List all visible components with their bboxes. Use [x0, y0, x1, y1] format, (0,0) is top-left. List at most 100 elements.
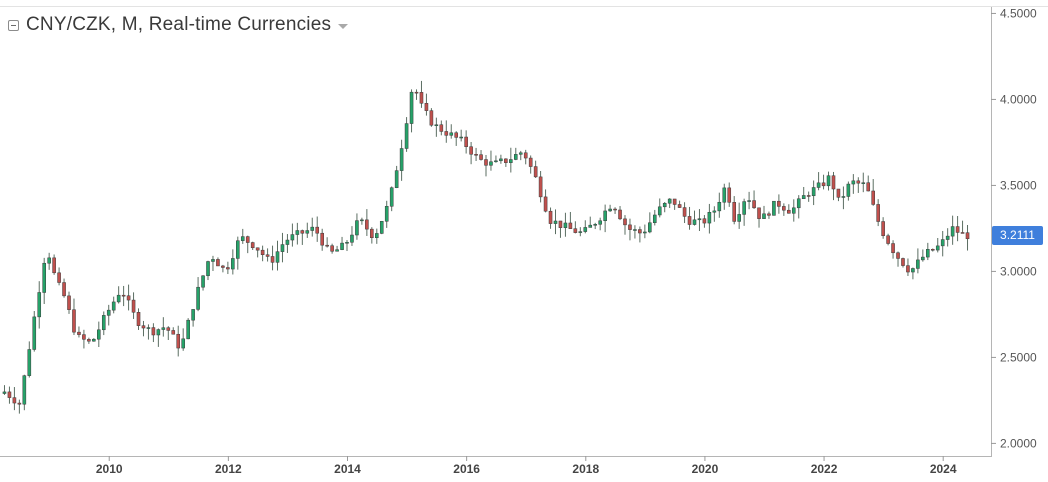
candle-up [116, 294, 121, 303]
candle-up [201, 275, 205, 288]
candle-up [101, 315, 106, 331]
candle-down [623, 218, 627, 226]
candle-down [62, 282, 66, 297]
candle-down [965, 232, 970, 240]
candle-up [588, 224, 593, 228]
candle-up [231, 258, 235, 270]
candle-down [866, 182, 871, 192]
candle-up [950, 226, 955, 237]
candle-down [265, 254, 270, 257]
time-tick-label: 2016 [453, 462, 480, 476]
time-tick-label: 2010 [96, 462, 123, 476]
candle-down [221, 265, 225, 268]
candle-down [960, 232, 965, 234]
candle-down [732, 202, 736, 222]
candle-up [394, 170, 399, 188]
candle-up [350, 234, 354, 243]
candle-up [379, 221, 384, 234]
candle-down [7, 391, 12, 398]
candle-up [92, 338, 96, 342]
candle-up [593, 224, 597, 226]
candle-up [156, 329, 161, 336]
chart-legend: CNY/CZK, M, Real-time Currencies [8, 14, 349, 36]
candle-down [429, 110, 434, 126]
candle-up [181, 338, 185, 349]
candle-down [176, 333, 181, 349]
candle-up [657, 206, 662, 216]
candle-up [712, 210, 717, 213]
candle-down [901, 258, 905, 266]
candle-up [826, 175, 831, 187]
candle-down [255, 247, 260, 251]
candle-down [151, 327, 156, 336]
candle-up [489, 161, 493, 166]
caret-down-icon[interactable] [338, 23, 349, 29]
collapse-icon[interactable] [8, 19, 19, 31]
price-tick-label: 3.0000 [1000, 264, 1037, 278]
candle-up [32, 316, 37, 350]
candle-down [538, 176, 543, 198]
candle-down [548, 210, 553, 224]
candle-up [399, 148, 404, 171]
candle-down [444, 131, 449, 136]
candle-down [896, 252, 900, 259]
candle-up [513, 154, 518, 160]
candle-up [707, 211, 712, 224]
candle-down [166, 327, 171, 331]
candle-down [727, 187, 732, 203]
candle-up [643, 231, 647, 234]
candle-up [459, 136, 463, 139]
candle-down [528, 157, 533, 167]
candle-down [260, 249, 265, 255]
candle-down [806, 195, 811, 197]
candle-up [747, 200, 751, 202]
candle-down [568, 222, 573, 229]
price-tick-label: 4.5000 [1000, 6, 1037, 20]
candle-down [821, 182, 826, 187]
candle-down [325, 244, 329, 247]
time-tick-label: 2024 [930, 462, 957, 476]
candle-up [717, 201, 722, 212]
candle-down [121, 294, 126, 297]
candle-up [916, 259, 920, 269]
candle-down [131, 299, 136, 313]
candle-down [558, 220, 563, 228]
price-tick-label: 3.5000 [1000, 178, 1037, 192]
candle-down [573, 228, 578, 233]
time-tick-label: 2014 [334, 462, 361, 476]
candle-up [345, 242, 349, 244]
candle-down [464, 136, 468, 147]
candle-down [171, 330, 176, 335]
candle-down [831, 175, 836, 190]
candle-down [82, 334, 86, 340]
candle-down [618, 209, 622, 220]
candle-up [509, 159, 513, 163]
price-tick-label: 2.5000 [1000, 350, 1037, 364]
candle-up [772, 200, 776, 216]
candle-down [613, 208, 617, 211]
candle-down [752, 200, 756, 209]
candle-down [836, 188, 841, 198]
candle-down [876, 204, 880, 222]
time-tick-label: 2018 [572, 462, 599, 476]
candle-up [921, 256, 925, 261]
candle-down [484, 159, 488, 166]
candle-up [449, 132, 454, 136]
candle-down [930, 249, 935, 251]
candle-up [37, 292, 42, 318]
candle-down [141, 325, 146, 329]
candle-up [518, 152, 523, 155]
time-tick-label: 2022 [811, 462, 838, 476]
candle-up [335, 249, 339, 252]
candle-up [375, 233, 379, 238]
candle-up [692, 219, 697, 225]
candle-down [474, 154, 478, 156]
candle-up [97, 329, 101, 340]
candle-down [533, 166, 538, 178]
candle-down [454, 132, 459, 138]
candle-up [662, 202, 667, 208]
candle-up [667, 198, 672, 204]
candle-down [777, 200, 781, 207]
